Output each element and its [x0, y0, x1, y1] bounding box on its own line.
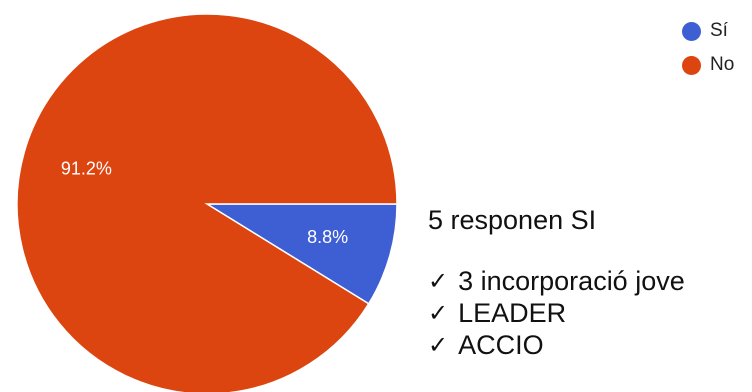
legend-swatch-no: [682, 55, 701, 75]
chart-legend: Sí No: [682, 14, 734, 82]
legend-label-no: No: [710, 54, 735, 75]
note-list-item: ✓ 3 incorporació jove: [428, 265, 685, 297]
checkmark-icon: ✓: [428, 267, 449, 295]
annotation-note: 5 responen SI ✓ 3 incorporació jove ✓ LE…: [428, 203, 685, 361]
pie-slice-no[interactable]: [16, 13, 398, 392]
note-list: ✓ 3 incorporació jove ✓ LEADER ✓ ACCIO: [428, 265, 685, 361]
note-item-text: LEADER: [458, 298, 567, 328]
note-list-item: ✓ LEADER: [428, 297, 685, 329]
legend-label-si: Sí: [710, 20, 728, 41]
note-list-item: ✓ ACCIO: [428, 329, 685, 361]
pie-slice-si[interactable]: [204, 203, 398, 305]
legend-swatch-si: [682, 21, 701, 41]
checkmark-icon: ✓: [428, 299, 449, 327]
note-item-text: 3 incorporació jove: [458, 266, 685, 296]
note-heading: 5 responen SI: [428, 205, 597, 235]
pie-slice-label: 8.8%: [307, 227, 348, 247]
legend-item-no[interactable]: No: [682, 48, 734, 82]
checkmark-icon: ✓: [428, 331, 449, 359]
note-item-text: ACCIO: [458, 330, 544, 360]
pie-slice-label: 91.2%: [61, 159, 112, 179]
legend-item-si[interactable]: Sí: [682, 14, 734, 48]
